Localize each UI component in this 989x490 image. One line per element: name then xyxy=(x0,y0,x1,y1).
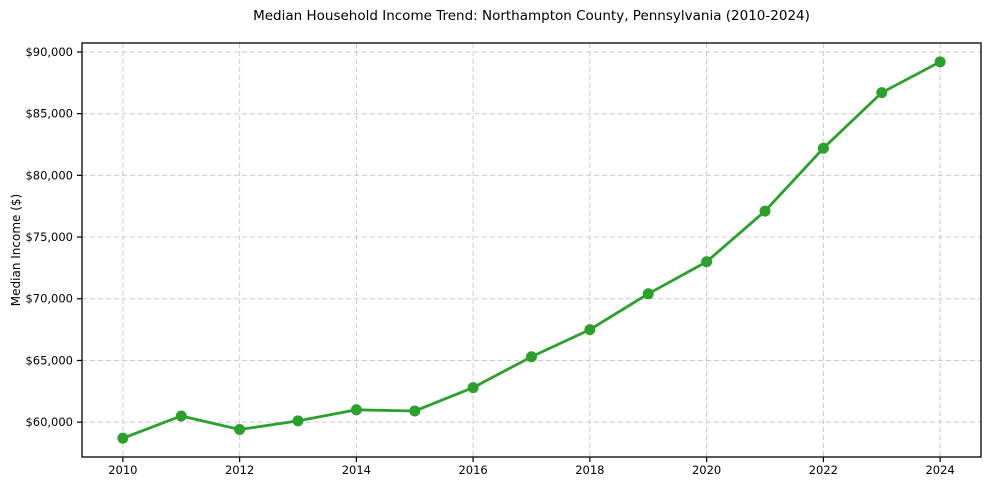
y-tick-label: $65,000 xyxy=(25,353,73,367)
data-point xyxy=(292,415,304,427)
y-tick-label: $80,000 xyxy=(25,168,73,182)
chart-title: Median Household Income Trend: Northampt… xyxy=(253,8,810,24)
data-point xyxy=(409,405,421,417)
x-tick-label: 2010 xyxy=(108,463,137,477)
y-tick-label: $75,000 xyxy=(25,230,73,244)
x-tick-label: 2014 xyxy=(342,463,371,477)
plot-background xyxy=(82,43,981,457)
data-point xyxy=(175,410,187,422)
data-point xyxy=(642,288,654,300)
data-point xyxy=(234,424,246,436)
data-point xyxy=(350,404,362,416)
data-point xyxy=(817,142,829,154)
y-tick-label: $70,000 xyxy=(25,292,73,306)
data-point xyxy=(584,324,596,336)
x-tick-label: 2024 xyxy=(925,463,954,477)
y-tick-label: $90,000 xyxy=(25,45,73,59)
x-tick-label: 2022 xyxy=(809,463,838,477)
data-point xyxy=(876,87,888,99)
data-point xyxy=(467,382,479,394)
y-tick-label: $85,000 xyxy=(25,107,73,121)
x-tick-label: 2012 xyxy=(225,463,254,477)
x-tick-label: 2020 xyxy=(692,463,721,477)
data-point xyxy=(526,351,537,363)
data-point xyxy=(759,205,771,217)
x-tick-label: 2016 xyxy=(458,463,487,477)
y-tick-label: $60,000 xyxy=(25,415,73,429)
plot-frame xyxy=(81,42,982,458)
data-point xyxy=(701,256,713,268)
data-point xyxy=(934,56,946,68)
x-tick-label: 2018 xyxy=(575,463,604,477)
data-point xyxy=(117,432,129,444)
